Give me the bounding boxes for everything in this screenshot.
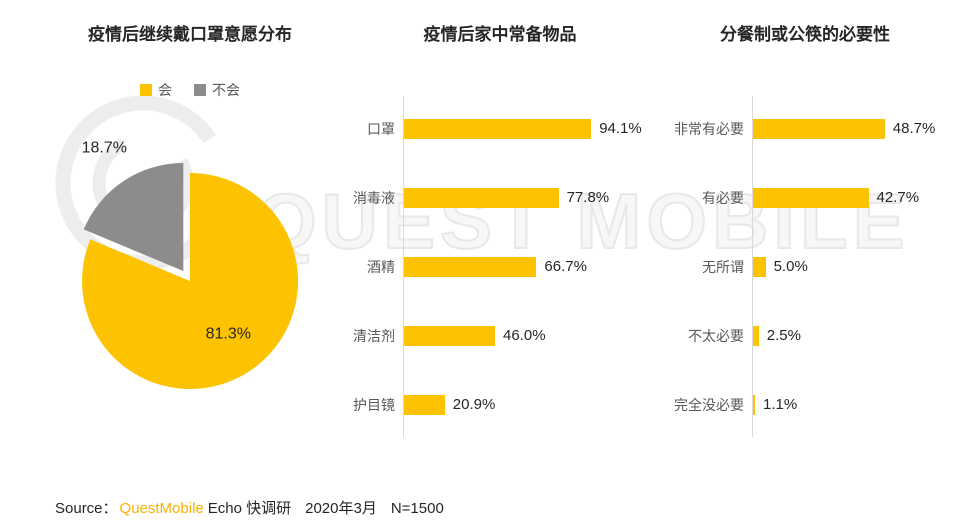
- bar-category-label: 清洁剂: [353, 327, 395, 344]
- bar-fill: [403, 118, 592, 139]
- bar-category-label: 消毒液: [353, 189, 395, 206]
- bar-row: 酒精 66.7%: [345, 232, 655, 301]
- bar-fill: [403, 187, 559, 208]
- bar-category-label: 酒精: [367, 258, 395, 275]
- bar-row: 完全没必要 1.1%: [650, 370, 960, 439]
- bar-category-label: 无所谓: [702, 258, 744, 275]
- bar-fill: [752, 325, 759, 346]
- pie-value-label-1: 18.7%: [82, 139, 127, 156]
- bar-value-label: 94.1%: [599, 120, 642, 137]
- bar1-chart-title: 疫情后家中常备物品: [423, 25, 577, 44]
- bar-fill: [752, 187, 869, 208]
- bar-fill: [403, 394, 445, 415]
- legend-item-yes: 会: [140, 80, 172, 100]
- bar-fill: [752, 394, 755, 415]
- legend-label-no: 不会: [212, 82, 240, 98]
- bar-row: 非常有必要 48.7%: [650, 94, 960, 163]
- bar-row: 消毒液 77.8%: [345, 163, 655, 232]
- bar-category-label: 完全没必要: [674, 396, 744, 413]
- bar-row: 护目镜 20.9%: [345, 370, 655, 439]
- bar-value-label: 42.7%: [876, 189, 920, 206]
- bar-fill: [752, 118, 885, 139]
- bar-row: 有必要 42.7%: [650, 163, 960, 232]
- bar-row: 口罩 94.1%: [345, 94, 655, 163]
- pie-slice-1: [83, 163, 184, 271]
- bar-value-label: 5.0%: [773, 258, 808, 275]
- source-sample: N=1500: [390, 500, 444, 517]
- legend-swatch-yes: [140, 84, 152, 96]
- bar-chart-meal-necessity: 分餐制或公筷的必要性 非常有必要 48.7% 有必要 42.7% 无所谓 5.0% 不太必要…: [650, 24, 960, 439]
- bar-row: 不太必要 2.5%: [650, 301, 960, 370]
- bar-value-label: 77.8%: [566, 189, 610, 206]
- bar1-rows: 口罩 94.1% 消毒液 77.8% 酒精 66.7% 清洁剂 46.0% 护目镜 20.9%: [345, 94, 655, 439]
- bar-value-label: 48.7%: [892, 120, 936, 137]
- bar2-chart-title: 分餐制或公筷的必要性: [720, 25, 890, 44]
- pie-chart-panel: 疫情后继续戴口罩意愿分布 会 不会 81.3% 18.7%: [30, 24, 350, 464]
- bar-fill: [403, 325, 495, 346]
- bar-row: 无所谓 5.0%: [650, 232, 960, 301]
- source-line: Source： QuestMobile Echo 快调研 2020年3月 N=1500: [55, 497, 444, 518]
- bar-category-label: 有必要: [702, 189, 744, 206]
- pie-slice-0: [82, 172, 299, 389]
- source-label: Source：: [55, 500, 118, 517]
- pie-chart-title: 疫情后继续戴口罩意愿分布: [88, 25, 292, 44]
- source-brand: QuestMobile: [119, 500, 204, 517]
- pie-chart-container: 81.3% 18.7%: [30, 136, 350, 446]
- bar-value-label: 1.1%: [763, 396, 798, 413]
- bar2-rows: 非常有必要 48.7% 有必要 42.7% 无所谓 5.0% 不太必要 2.5% 完全没必要 1.…: [650, 94, 960, 439]
- bar-fill: [752, 256, 766, 277]
- legend-item-no: 不会: [194, 80, 240, 100]
- pie-chart: 81.3% 18.7%: [82, 139, 299, 389]
- legend-label-yes: 会: [158, 82, 172, 98]
- legend-swatch-no: [194, 84, 206, 96]
- bar-value-label: 20.9%: [452, 396, 496, 413]
- pie-value-label-0: 81.3%: [206, 326, 251, 343]
- bar-row: 清洁剂 46.0%: [345, 301, 655, 370]
- bar-category-label: 护目镜: [353, 396, 395, 413]
- bar-chart-household-items: 疫情后家中常备物品 口罩 94.1% 消毒液 77.8% 酒精 66.7% 清洁剂 46.0%…: [345, 24, 655, 439]
- bar-fill: [403, 256, 537, 277]
- bar-value-label: 46.0%: [503, 327, 546, 344]
- source-method: Echo 快调研: [207, 500, 292, 517]
- bar-value-label: 2.5%: [766, 327, 801, 344]
- bar2-axis-line: [752, 96, 753, 437]
- bar-category-label: 口罩: [367, 120, 395, 137]
- bar-category-label: 不太必要: [688, 327, 744, 344]
- source-date: 2020年3月: [305, 500, 377, 517]
- bar1-axis-line: [403, 96, 404, 437]
- pie-legend: 会 不会: [30, 80, 350, 100]
- bar-value-label: 66.7%: [544, 258, 587, 275]
- bar-category-label: 非常有必要: [674, 120, 744, 137]
